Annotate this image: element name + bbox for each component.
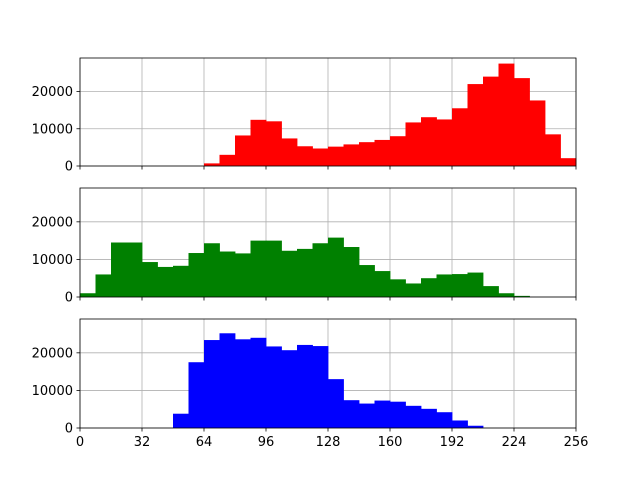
histogram-bar — [219, 251, 236, 297]
histogram-bar — [467, 84, 484, 166]
histogram-bar — [281, 350, 298, 428]
histogram-bar — [436, 119, 453, 166]
histogram-bar — [405, 405, 422, 428]
histogram-bar — [467, 425, 484, 428]
histogram-bar — [545, 134, 561, 166]
y-tick-label: 10000 — [32, 122, 73, 137]
histogram-bar — [312, 346, 329, 428]
histogram-bar — [483, 286, 499, 297]
histogram-bar — [498, 293, 515, 297]
y-tick-label: 10000 — [32, 253, 73, 268]
histogram-bar — [421, 117, 437, 166]
histogram-bar — [250, 240, 267, 297]
histogram-bar — [343, 144, 360, 166]
histogram-bar — [359, 265, 375, 297]
histogram-bar — [452, 274, 468, 297]
histogram-bar — [235, 339, 251, 428]
histogram-bar — [359, 142, 375, 166]
histogram-bar — [204, 163, 220, 166]
histogram-bar — [343, 247, 360, 297]
histogram-bar — [328, 146, 344, 166]
y-tick-label: 0 — [65, 160, 73, 175]
histogram-bar — [421, 408, 437, 428]
x-tick-label: 128 — [316, 435, 341, 450]
x-tick-label: 64 — [196, 435, 213, 450]
histogram-bar — [126, 242, 143, 297]
histogram-bar — [328, 379, 344, 428]
histogram-bar — [312, 148, 329, 166]
histogram-bar — [235, 253, 251, 297]
histogram-bar — [529, 100, 546, 166]
histogram-bar — [312, 243, 329, 297]
y-tick-label: 20000 — [32, 346, 73, 361]
histogram-bar — [188, 253, 205, 297]
histogram-bar — [514, 78, 530, 166]
histogram-bar — [235, 135, 251, 166]
histogram-bar — [297, 344, 313, 428]
histogram-bar — [80, 293, 96, 297]
histogram-bar — [436, 412, 453, 428]
histogram-bar — [281, 250, 298, 297]
histogram-bar — [374, 139, 391, 166]
histogram-bar — [250, 119, 267, 166]
histogram-bar — [204, 243, 220, 297]
x-tick-label: 224 — [502, 435, 527, 450]
histogram-bar — [467, 272, 484, 297]
y-tick-label: 0 — [65, 291, 73, 306]
histogram-bar — [142, 262, 158, 297]
y-tick-label: 10000 — [32, 384, 73, 399]
x-tick-label: 160 — [378, 435, 403, 450]
histogram-bar — [204, 340, 220, 428]
histogram-bar — [390, 401, 406, 428]
histogram-bar — [560, 158, 577, 166]
y-tick-label: 0 — [65, 422, 73, 437]
histogram-bar — [173, 413, 189, 428]
blue-histogram-panel: 0 10000 20000 0 32 64 96 128 160 192 224 256 — [32, 318, 589, 450]
histogram-bar — [514, 295, 530, 297]
x-tick-label: 32 — [134, 435, 151, 450]
histogram-bar — [266, 240, 282, 297]
histogram-bar — [421, 278, 437, 297]
histogram-bar — [173, 265, 189, 297]
histogram-bar — [405, 122, 422, 166]
x-tick-label: 192 — [440, 435, 465, 450]
histogram-bar — [390, 279, 406, 297]
histogram-bar — [297, 146, 313, 166]
x-tick-label: 0 — [76, 435, 84, 450]
red-histogram-panel: 0 10000 20000 — [32, 57, 577, 175]
histogram-bar — [359, 403, 375, 428]
green-histogram-panel: 0 10000 20000 — [32, 187, 577, 306]
histogram-bar — [452, 420, 468, 428]
histogram-bar — [374, 400, 391, 428]
histogram-bar — [343, 400, 360, 428]
histogram-bar — [374, 271, 391, 297]
y-tick-label: 20000 — [32, 85, 73, 100]
x-tick-label: 256 — [564, 435, 589, 450]
histogram-bar — [95, 274, 112, 297]
y-tick-label: 20000 — [32, 215, 73, 230]
histogram-bar — [219, 333, 236, 428]
histogram-bar — [266, 346, 282, 428]
histogram-bar — [328, 237, 344, 297]
histogram-bar — [111, 242, 127, 297]
x-tick-label: 96 — [258, 435, 275, 450]
histogram-bar — [266, 121, 282, 166]
histogram-bar — [436, 274, 453, 297]
histogram-bar — [219, 154, 236, 166]
histogram-bar — [250, 337, 267, 428]
histogram-bar — [405, 283, 422, 297]
histogram-bar — [452, 108, 468, 166]
histogram-bar — [297, 248, 313, 297]
histogram-bar — [498, 63, 515, 166]
histogram-bar — [157, 266, 174, 297]
histogram-bar — [188, 362, 205, 428]
histogram-bar — [483, 76, 499, 166]
histogram-bar — [281, 138, 298, 166]
histogram-bar — [390, 136, 406, 166]
